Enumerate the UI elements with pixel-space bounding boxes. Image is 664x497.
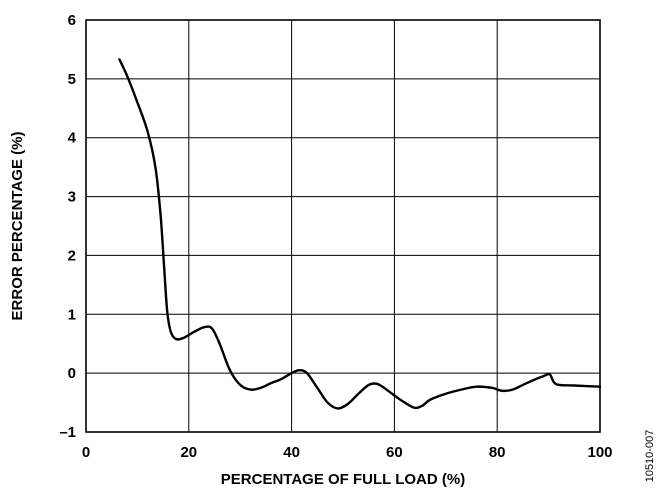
y-tick-label: 1 [68, 306, 76, 323]
x-tick-label: 60 [386, 444, 403, 461]
series-line [118, 58, 602, 410]
y-tick-label: 3 [68, 189, 76, 206]
y-tick-label: –1 [59, 424, 76, 441]
x-tick-label: 80 [489, 444, 506, 461]
x-tick-label: 40 [283, 444, 300, 461]
y-tick-label: 6 [68, 12, 76, 29]
x-tick-label: 0 [82, 444, 90, 461]
x-tick-label: 20 [180, 444, 197, 461]
y-axis-ticks: –1 0 1 2 3 4 5 6 [59, 12, 76, 441]
plot-frame [85, 19, 601, 433]
x-axis-ticks: 0 20 40 60 80 100 [82, 444, 613, 461]
y-axis-title: ERROR PERCENTAGE (%) [9, 132, 26, 321]
y-tick-label: 5 [68, 71, 76, 88]
grid [86, 20, 600, 432]
series-layer [118, 58, 602, 410]
y-tick-label: 2 [68, 247, 76, 264]
x-axis-title: PERCENTAGE OF FULL LOAD (%) [221, 471, 465, 488]
y-tick-label: 0 [68, 365, 76, 382]
y-tick-label: 4 [68, 130, 77, 147]
figure-id: 10510-007 [644, 430, 656, 483]
x-tick-label: 100 [587, 444, 612, 461]
